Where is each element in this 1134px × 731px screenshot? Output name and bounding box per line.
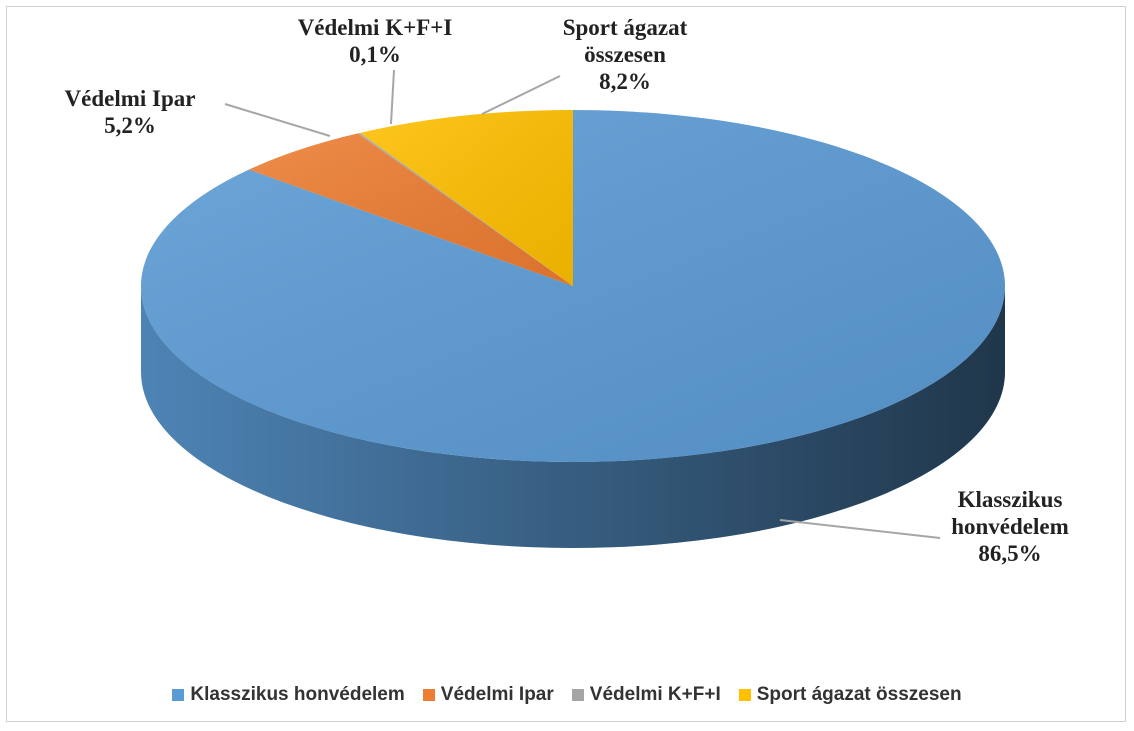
pie-slice-shade: [357, 132, 573, 286]
legend-swatch: [738, 689, 751, 701]
data-label-value: 5,2%: [104, 113, 156, 138]
legend-label: Védelmi K+F+I: [589, 684, 721, 705]
legend-item: Klasszikus honvédelem: [172, 684, 405, 706]
data-label-category: Klasszikus honvédelem: [951, 487, 1069, 539]
data-label: Klasszikus honvédelem 86,5%: [905, 486, 1115, 567]
data-label-category: Védelmi K+F+I: [297, 15, 453, 40]
data-label-value: 0,1%: [349, 42, 401, 67]
data-label: Sport ágazat összesen 8,2%: [530, 14, 720, 95]
legend-item: Védelmi K+F+I: [571, 684, 721, 706]
pie-slice-shade: [141, 110, 1006, 463]
data-label-category: Védelmi Ipar: [64, 86, 196, 111]
data-label-value: 8,2%: [599, 69, 651, 94]
leader-line: [224, 103, 331, 137]
data-label-value: 86,5%: [978, 541, 1042, 566]
legend-label: Sport ágazat összesen: [756, 684, 962, 705]
pie-side-shade: [141, 286, 1005, 548]
pie-slice-shade: [360, 110, 573, 286]
data-label-category: Sport ágazat összesen: [562, 15, 688, 67]
legend-item: Sport ágazat összesen: [738, 684, 962, 706]
data-label: Védelmi K+F+I 0,1%: [255, 14, 495, 68]
leader-line: [390, 69, 395, 125]
chart-frame: [6, 6, 1126, 722]
leader-line: [481, 75, 561, 115]
legend-item: Védelmi Ipar: [422, 684, 554, 706]
legend: Klasszikus honvédelem Védelmi Ipar Védelmi…: [0, 684, 1134, 706]
legend-label: Védelmi Ipar: [440, 684, 554, 705]
data-label: Védelmi Ipar 5,2%: [30, 85, 230, 139]
pie-slice-shade: [248, 133, 573, 286]
legend-swatch: [172, 689, 185, 701]
leader-line: [779, 519, 941, 539]
legend-swatch: [422, 689, 435, 701]
legend-swatch: [571, 689, 584, 701]
legend-label: Klasszikus honvédelem: [190, 684, 405, 705]
